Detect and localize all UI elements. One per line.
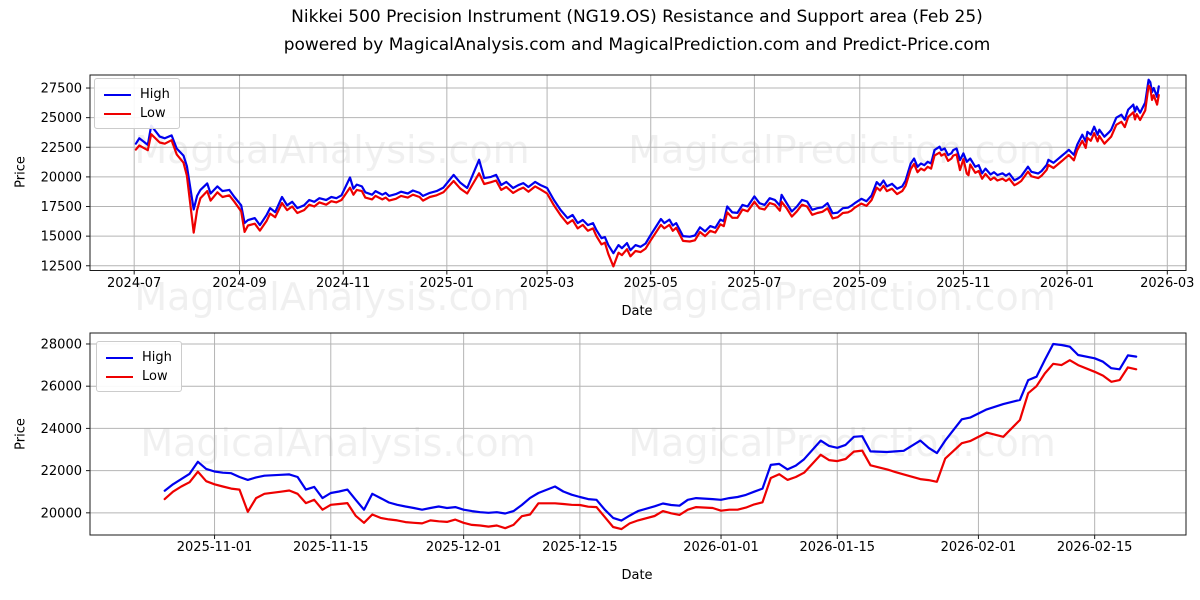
svg-text:2025-07: 2025-07 [727, 276, 781, 291]
svg-text:24000: 24000 [41, 422, 82, 437]
legend-label-high: High [142, 350, 172, 365]
svg-text:25000: 25000 [41, 111, 82, 126]
svg-text:2026-01-01: 2026-01-01 [683, 540, 759, 555]
svg-text:2025-01: 2025-01 [420, 276, 474, 291]
svg-text:2025-03: 2025-03 [520, 276, 574, 291]
svg-text:17500: 17500 [41, 200, 82, 215]
svg-text:12500: 12500 [41, 259, 82, 274]
svg-text:22000: 22000 [41, 464, 82, 479]
legend-item-low: Low [104, 104, 170, 123]
svg-text:2025-05: 2025-05 [624, 276, 678, 291]
svg-text:2026-01: 2026-01 [1040, 276, 1094, 291]
legend-label-high: High [140, 87, 170, 102]
svg-text:27500: 27500 [41, 82, 82, 97]
svg-text:2024-07: 2024-07 [107, 276, 161, 291]
svg-text:26000: 26000 [41, 380, 82, 395]
svg-text:2025-09: 2025-09 [833, 276, 887, 291]
svg-text:2026-02-15: 2026-02-15 [1057, 540, 1133, 555]
svg-text:2025-11-15: 2025-11-15 [293, 540, 369, 555]
legend-item-high: High [104, 85, 170, 104]
y-axis-label-bottom: Price [13, 418, 29, 450]
svg-text:2024-11: 2024-11 [316, 276, 370, 291]
svg-text:2025-12-01: 2025-12-01 [426, 540, 502, 555]
svg-text:28000: 28000 [41, 337, 82, 352]
svg-text:2025-11-01: 2025-11-01 [177, 540, 253, 555]
svg-text:22500: 22500 [41, 141, 82, 156]
low-line-swatch-icon [106, 375, 133, 378]
legend-top: High Low [94, 78, 180, 129]
svg-text:2025-11: 2025-11 [936, 276, 990, 291]
legend-label-low: Low [142, 369, 168, 384]
legend-item-high: High [106, 348, 172, 367]
chart-title: Nikkei 500 Precision Instrument (NG19.OS… [291, 7, 983, 27]
svg-text:2026-02-01: 2026-02-01 [941, 540, 1017, 555]
y-axis-label-top: Price [13, 156, 29, 188]
high-line-swatch-icon [104, 93, 131, 96]
svg-text:20000: 20000 [41, 170, 82, 185]
legend-item-low: Low [106, 367, 172, 386]
legend-label-low: Low [140, 106, 166, 121]
svg-text:2025-12-15: 2025-12-15 [542, 540, 618, 555]
svg-text:15000: 15000 [41, 230, 82, 245]
legend-bottom: High Low [96, 341, 182, 392]
svg-text:20000: 20000 [41, 506, 82, 521]
x-axis-label-top: Date [621, 304, 653, 319]
svg-text:2026-03: 2026-03 [1140, 276, 1194, 291]
x-axis-label-bottom: Date [621, 568, 653, 583]
svg-text:2026-01-15: 2026-01-15 [799, 540, 875, 555]
svg-text:2024-09: 2024-09 [212, 276, 266, 291]
chart-subtitle: powered by MagicalAnalysis.com and Magic… [283, 35, 991, 55]
low-line-swatch-icon [104, 112, 131, 115]
high-line-swatch-icon [106, 356, 133, 359]
